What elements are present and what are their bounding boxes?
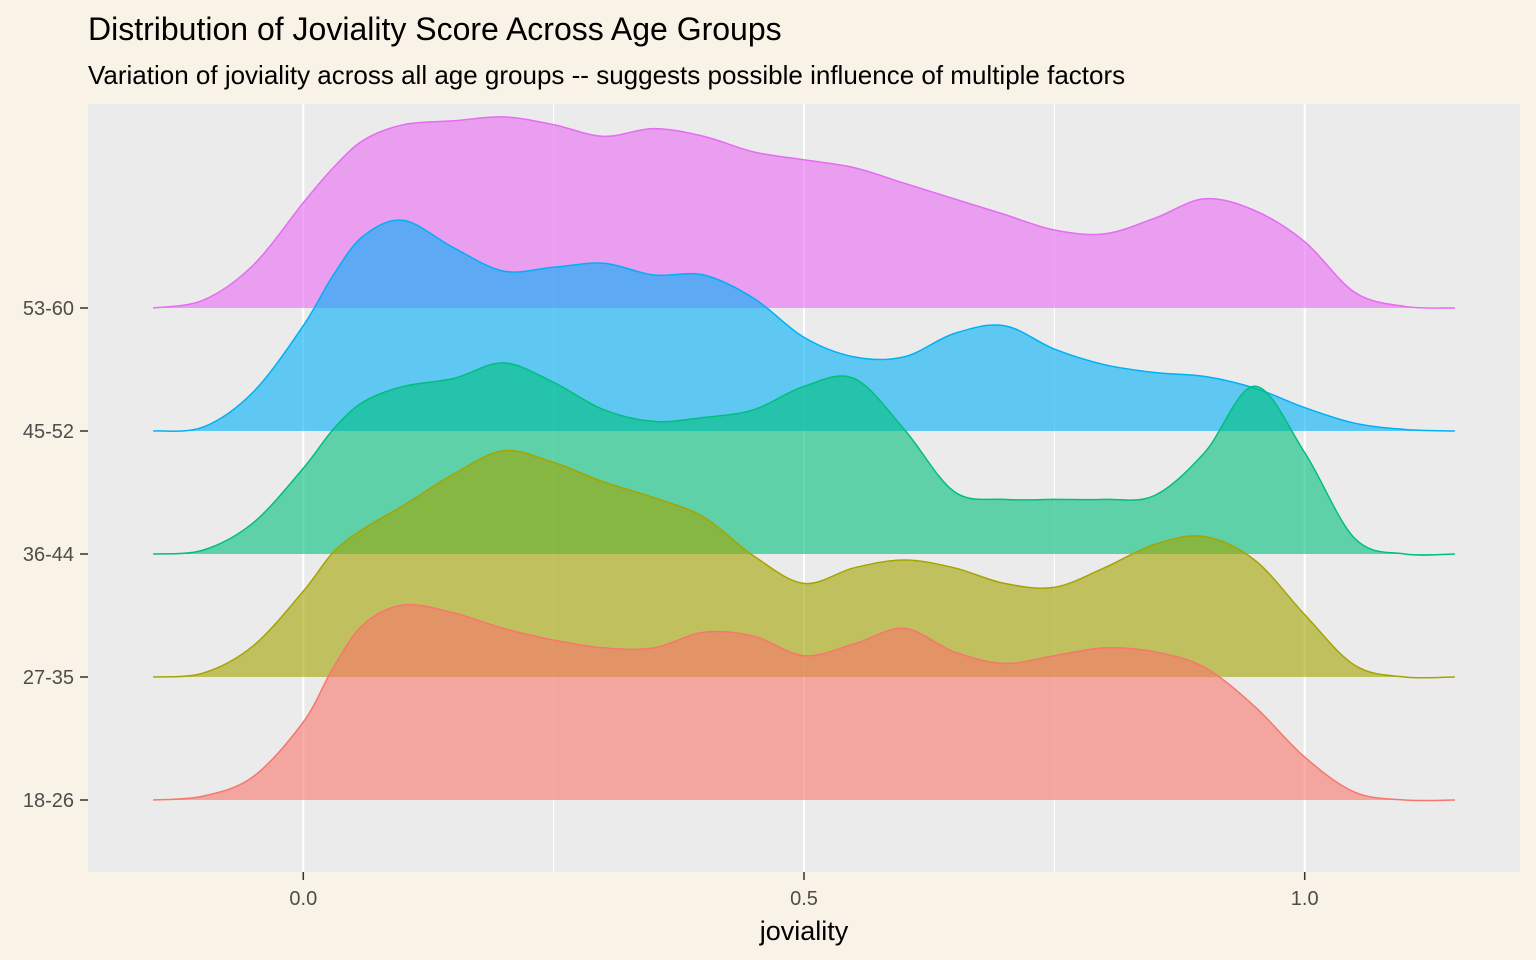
y-axis: 18-26 27-35 36-44 45-52 53-60 — [23, 298, 88, 812]
x-tick-label: 1.0 — [1291, 888, 1319, 910]
density-ridges — [152, 116, 1455, 802]
y-tick-label: 18-26 — [23, 790, 74, 812]
y-tick-label: 45-52 — [23, 421, 74, 443]
ridge-outline-36-44 — [153, 362, 1455, 556]
x-tick-label: 0.0 — [289, 888, 317, 910]
y-tick-label: 27-35 — [23, 667, 74, 689]
ridge-outline-18-26 — [153, 603, 1455, 802]
ridge-area-53-60 — [153, 116, 1455, 309]
x-tick-label: 0.5 — [790, 888, 818, 910]
y-tick-label: 53-60 — [23, 298, 74, 320]
x-axis-title: joviality — [759, 916, 849, 946]
ridge-outline-45-52 — [153, 219, 1455, 432]
ridge-18-26 — [153, 603, 1455, 802]
ridge-outline-27-35 — [153, 449, 1455, 679]
chart-title: Distribution of Joviality Score Across A… — [88, 11, 782, 47]
y-tick-label: 36-44 — [23, 544, 74, 566]
chart-subtitle: Variation of joviality across all age gr… — [88, 60, 1125, 90]
ridge-outline-53-60 — [152, 116, 1455, 309]
x-axis: 0.0 0.5 1.0 — [289, 872, 1319, 910]
ridge-53-60 — [152, 116, 1455, 309]
ridge-area-18-26 — [153, 604, 1455, 801]
